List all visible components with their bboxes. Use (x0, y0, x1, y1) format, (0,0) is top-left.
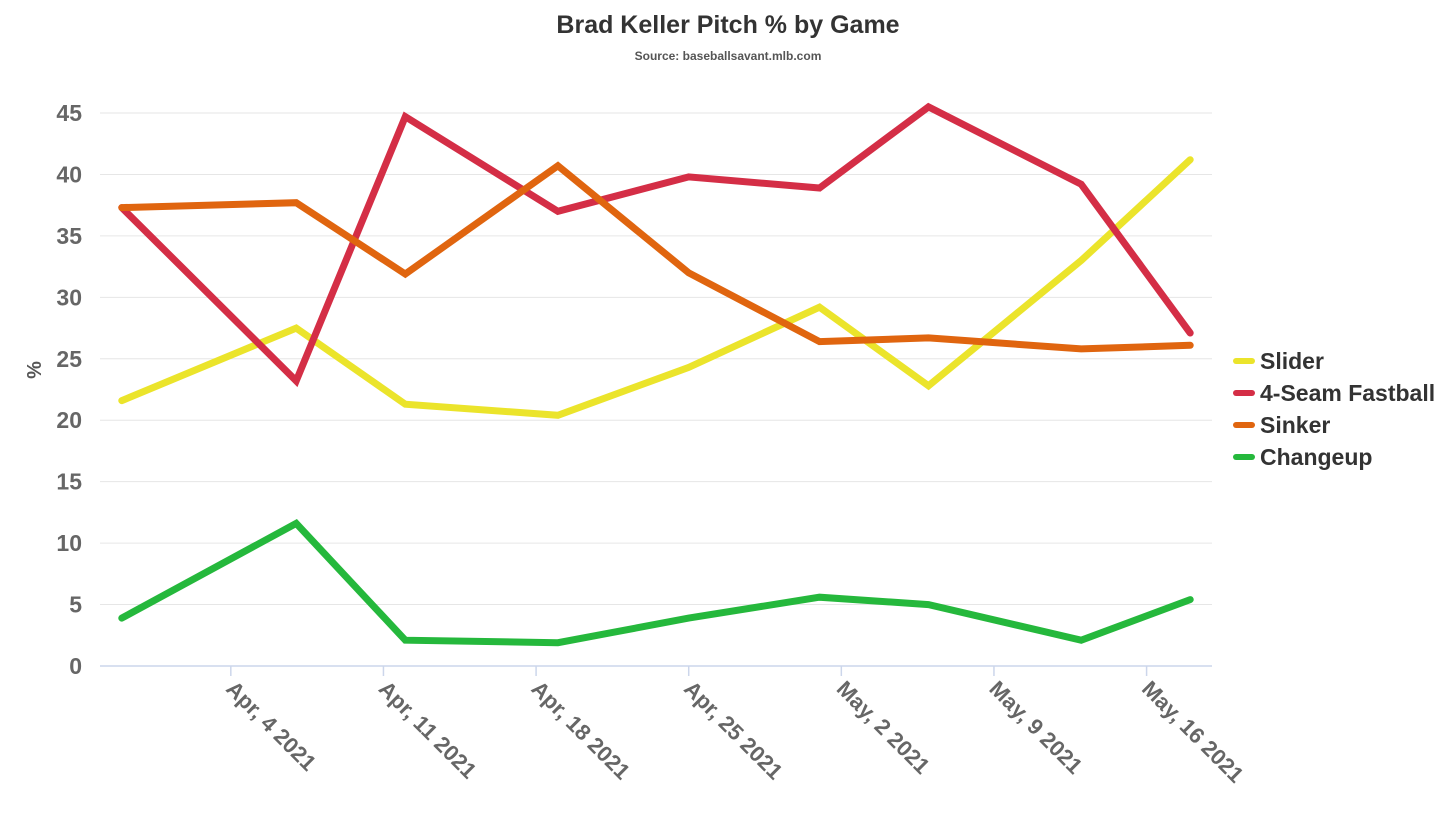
y-tick-label: 10 (56, 530, 82, 556)
legend-label: Sinker (1260, 412, 1330, 438)
y-axis-title: % (24, 361, 46, 379)
legend-item-slider[interactable]: Slider (1233, 348, 1324, 374)
series-line-slider (118, 156, 1194, 419)
legend-item-changeup[interactable]: Changeup (1233, 444, 1372, 470)
series-line-changeup (118, 519, 1194, 647)
x-axis-tick-labels: Apr, 4 2021 Apr, 11 2021 Apr, 18 2021 Apr, … (221, 676, 1248, 788)
chart-subtitle: Source: baseballsavant.mlb.com (635, 49, 822, 63)
y-tick-label: 45 (56, 100, 82, 126)
y-axis-tick-labels: 0 5 10 15 20 25 30 35 40 45 (56, 100, 82, 679)
x-tick-label: Apr, 18 2021 (527, 676, 635, 784)
x-tick-label: Apr, 11 2021 (374, 676, 482, 784)
legend[interactable]: Slider 4-Seam Fastball Sinker Changeup (1233, 348, 1435, 470)
y-tick-label: 25 (56, 346, 82, 372)
x-tick-label: May, 2 2021 (832, 676, 935, 779)
legend-label: 4-Seam Fastball (1260, 380, 1435, 406)
x-axis (100, 665, 1212, 676)
y-tick-label: 15 (56, 469, 82, 495)
legend-label: Changeup (1260, 444, 1372, 470)
y-tick-label: 35 (56, 223, 82, 249)
series-line-sinker (118, 161, 1194, 353)
chart-title: Brad Keller Pitch % by Game (556, 11, 899, 39)
series-line-4-seam-fastball (118, 102, 1194, 388)
y-tick-label: 5 (69, 592, 82, 618)
legend-label: Slider (1260, 348, 1324, 374)
y-tick-label: 30 (56, 284, 82, 310)
grid-lines (100, 112, 1212, 606)
x-tick-label: Apr, 25 2021 (679, 676, 787, 784)
x-tick-label: Apr, 4 2021 (221, 676, 321, 776)
legend-item-4-seam-fastball[interactable]: 4-Seam Fastball (1233, 380, 1435, 406)
x-tick-label: May, 9 2021 (984, 676, 1087, 779)
y-tick-label: 20 (56, 407, 82, 433)
y-tick-label: 40 (56, 161, 82, 187)
x-tick-label: May, 16 2021 (1137, 676, 1249, 788)
y-tick-label: 0 (69, 653, 82, 679)
legend-item-sinker[interactable]: Sinker (1233, 412, 1330, 438)
plot-series (118, 102, 1194, 647)
